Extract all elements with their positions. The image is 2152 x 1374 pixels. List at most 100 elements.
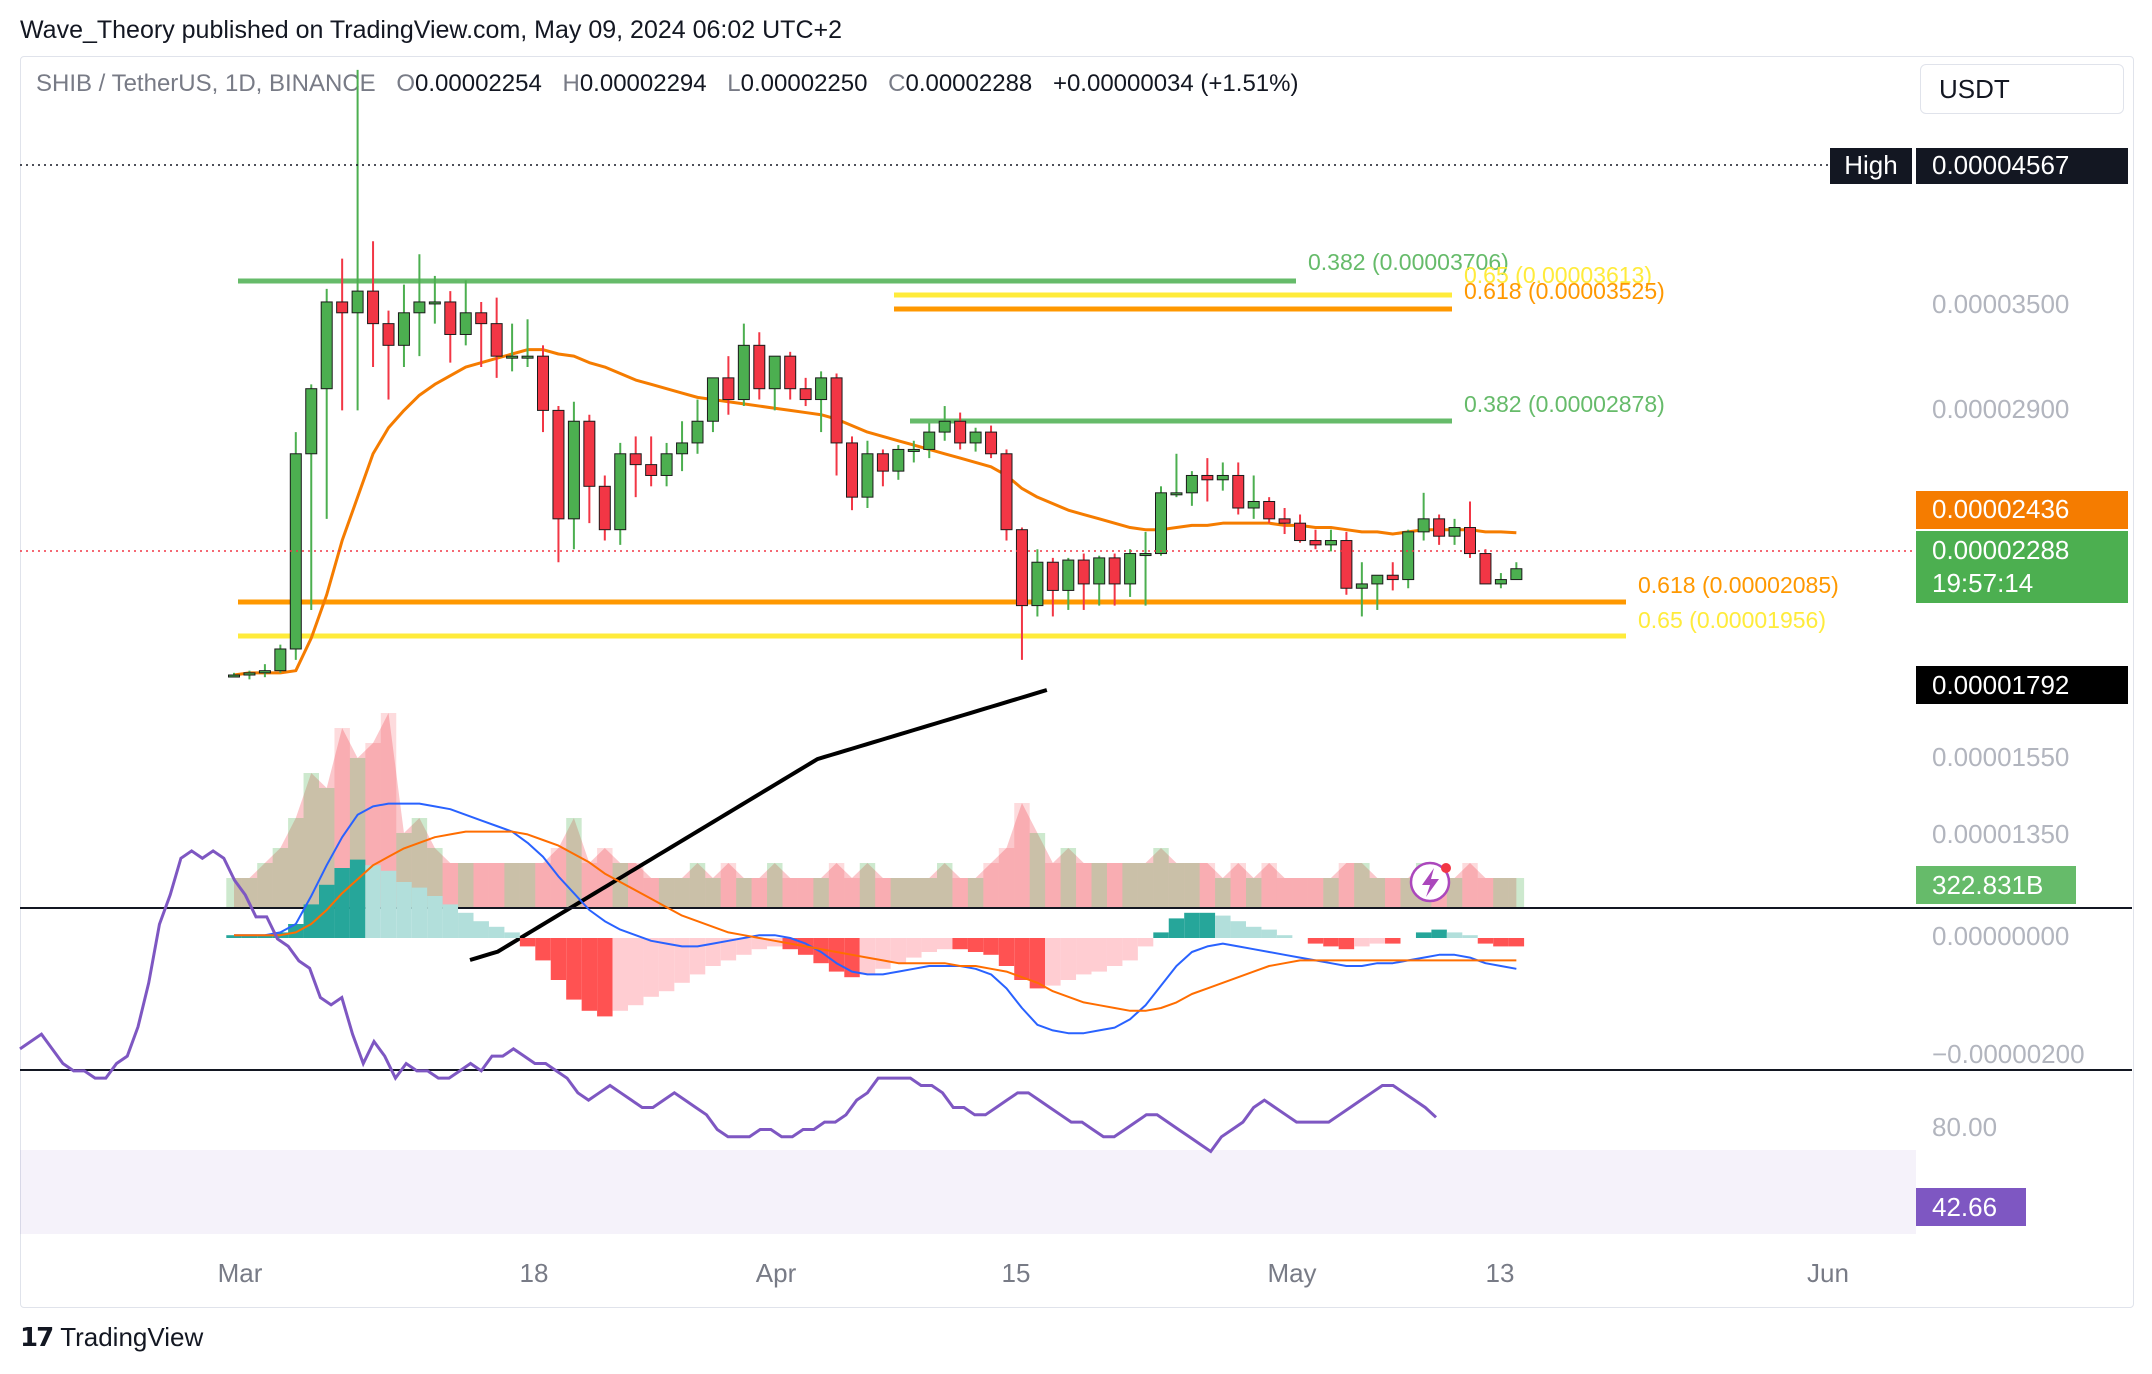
macd-histogram-bar xyxy=(1261,929,1277,938)
volume-area xyxy=(226,713,1525,908)
candle-body xyxy=(320,301,333,390)
x-axis-tick: May xyxy=(1267,1258,1316,1288)
candle-body xyxy=(228,674,240,678)
volume-bar xyxy=(1276,878,1293,908)
high-value-badge xyxy=(1916,148,2128,184)
candle-body xyxy=(1386,574,1399,581)
macd-histogram-bar xyxy=(334,868,350,938)
volume-bar xyxy=(1261,863,1277,908)
macd-histogram-bar xyxy=(1091,938,1107,972)
macd-histogram-bar xyxy=(349,859,366,938)
close-value: 0.00002288 xyxy=(905,70,1033,97)
volume-bar xyxy=(1029,833,1046,908)
candle-body xyxy=(815,377,828,401)
candle-body xyxy=(413,301,426,314)
candle-body xyxy=(1479,553,1492,585)
x-axis-tick: 13 xyxy=(1486,1258,1515,1288)
volume-bar xyxy=(628,863,644,908)
volume-bar xyxy=(1045,863,1061,908)
volume-bar xyxy=(488,863,505,908)
macd-histogram-bar xyxy=(720,938,737,961)
volume-bar xyxy=(1323,878,1339,908)
volume-bar xyxy=(1106,863,1123,908)
candle-body xyxy=(1170,492,1183,496)
candle-body xyxy=(243,672,256,676)
tradingview-logo-icon: 17 xyxy=(20,1322,54,1353)
macd-histogram-bar xyxy=(1045,938,1061,986)
symbol-label[interactable]: SHIB / TetherUS, 1D, BINANCE xyxy=(36,70,376,97)
macd-histogram-bar xyxy=(1199,912,1216,938)
volume-bar xyxy=(797,878,814,908)
candles xyxy=(228,69,1523,680)
candle-body xyxy=(1402,531,1415,581)
macd-histogram-bar xyxy=(488,926,505,938)
ema-long-value: 0.00001792 xyxy=(1932,670,2069,700)
rsi-pane xyxy=(19,849,1916,1234)
candle-body xyxy=(598,485,611,531)
volume-bar xyxy=(674,878,690,908)
candle-body xyxy=(923,431,936,450)
macd-histogram-bar xyxy=(921,938,937,952)
candle-body xyxy=(351,290,364,314)
chart-frame xyxy=(20,56,2134,1308)
macd-histogram-bar xyxy=(1276,935,1293,938)
macd-histogram-bar xyxy=(1122,938,1138,961)
notification-dot xyxy=(1441,863,1451,873)
volume-bar xyxy=(1122,863,1138,908)
volume-bar xyxy=(921,878,937,908)
macd-histogram-bar xyxy=(411,887,428,938)
volume-bar xyxy=(319,788,335,908)
ema-short-badge xyxy=(1916,491,2128,529)
candle-body xyxy=(1216,474,1229,481)
candle-body xyxy=(938,420,951,433)
candle-body xyxy=(1510,568,1523,581)
macd-histogram-bar xyxy=(1446,932,1463,938)
candle-body xyxy=(583,420,596,487)
candle-body xyxy=(799,388,812,401)
price-axis-tick: 0.00001550 xyxy=(1932,742,2069,772)
high-value: 0.00002294 xyxy=(579,70,707,97)
volume-bar xyxy=(736,878,752,908)
macd-histogram-bar xyxy=(241,935,258,938)
volume-bar xyxy=(782,878,798,908)
volume-bar xyxy=(272,848,289,908)
currency-select-button[interactable]: USDT xyxy=(1920,64,2124,114)
axes: 0.00003500 0.00002900 0.00001550 0.00001350… xyxy=(20,164,2085,1288)
candle-body xyxy=(1340,540,1353,589)
macd-histogram-bar xyxy=(1307,938,1324,944)
x-axis-tick: Mar xyxy=(218,1258,263,1288)
macd-histogram-bar xyxy=(1338,938,1355,950)
candle-body xyxy=(567,420,580,520)
volume-bar xyxy=(597,848,613,908)
candle-body xyxy=(907,448,920,452)
macd-histogram-bar xyxy=(658,938,675,992)
volume-bar xyxy=(1199,863,1216,908)
macd-histogram-bar xyxy=(1215,915,1231,938)
ema-short-line xyxy=(233,348,1517,677)
macd-histogram-bar xyxy=(550,938,567,980)
volume-bar xyxy=(998,848,1015,908)
volume-bar xyxy=(1493,878,1509,908)
volume-bar xyxy=(1060,848,1077,908)
macd-histogram-bar xyxy=(983,938,999,955)
macd-histogram-bar xyxy=(1246,926,1262,938)
candle-body xyxy=(784,355,797,390)
x-axis-tick: Apr xyxy=(756,1258,797,1288)
volume-bar xyxy=(1292,878,1308,908)
macd-pane xyxy=(20,802,2132,1071)
candle-body xyxy=(1046,561,1059,591)
tradingview-footer[interactable]: 17 TradingView xyxy=(20,1322,203,1353)
candle-body xyxy=(367,290,380,325)
macd-histogram-bar xyxy=(937,938,953,950)
macd-histogram-bar xyxy=(319,884,335,938)
macd-histogram-bar xyxy=(1415,932,1432,938)
fib-level-label: 0.618 (0.00002085) xyxy=(1638,572,1839,598)
candle-body xyxy=(629,453,642,466)
volume-bar xyxy=(1385,878,1401,908)
volume-bar xyxy=(813,878,829,908)
macd-axis-tick: 0.00000000 xyxy=(1932,921,2069,951)
macd-histogram-bar xyxy=(689,938,706,975)
candle-body xyxy=(691,420,704,444)
symbol-ohlc-bar: SHIB / TetherUS, 1D, BINANCE O0.00002254… xyxy=(36,70,1298,98)
